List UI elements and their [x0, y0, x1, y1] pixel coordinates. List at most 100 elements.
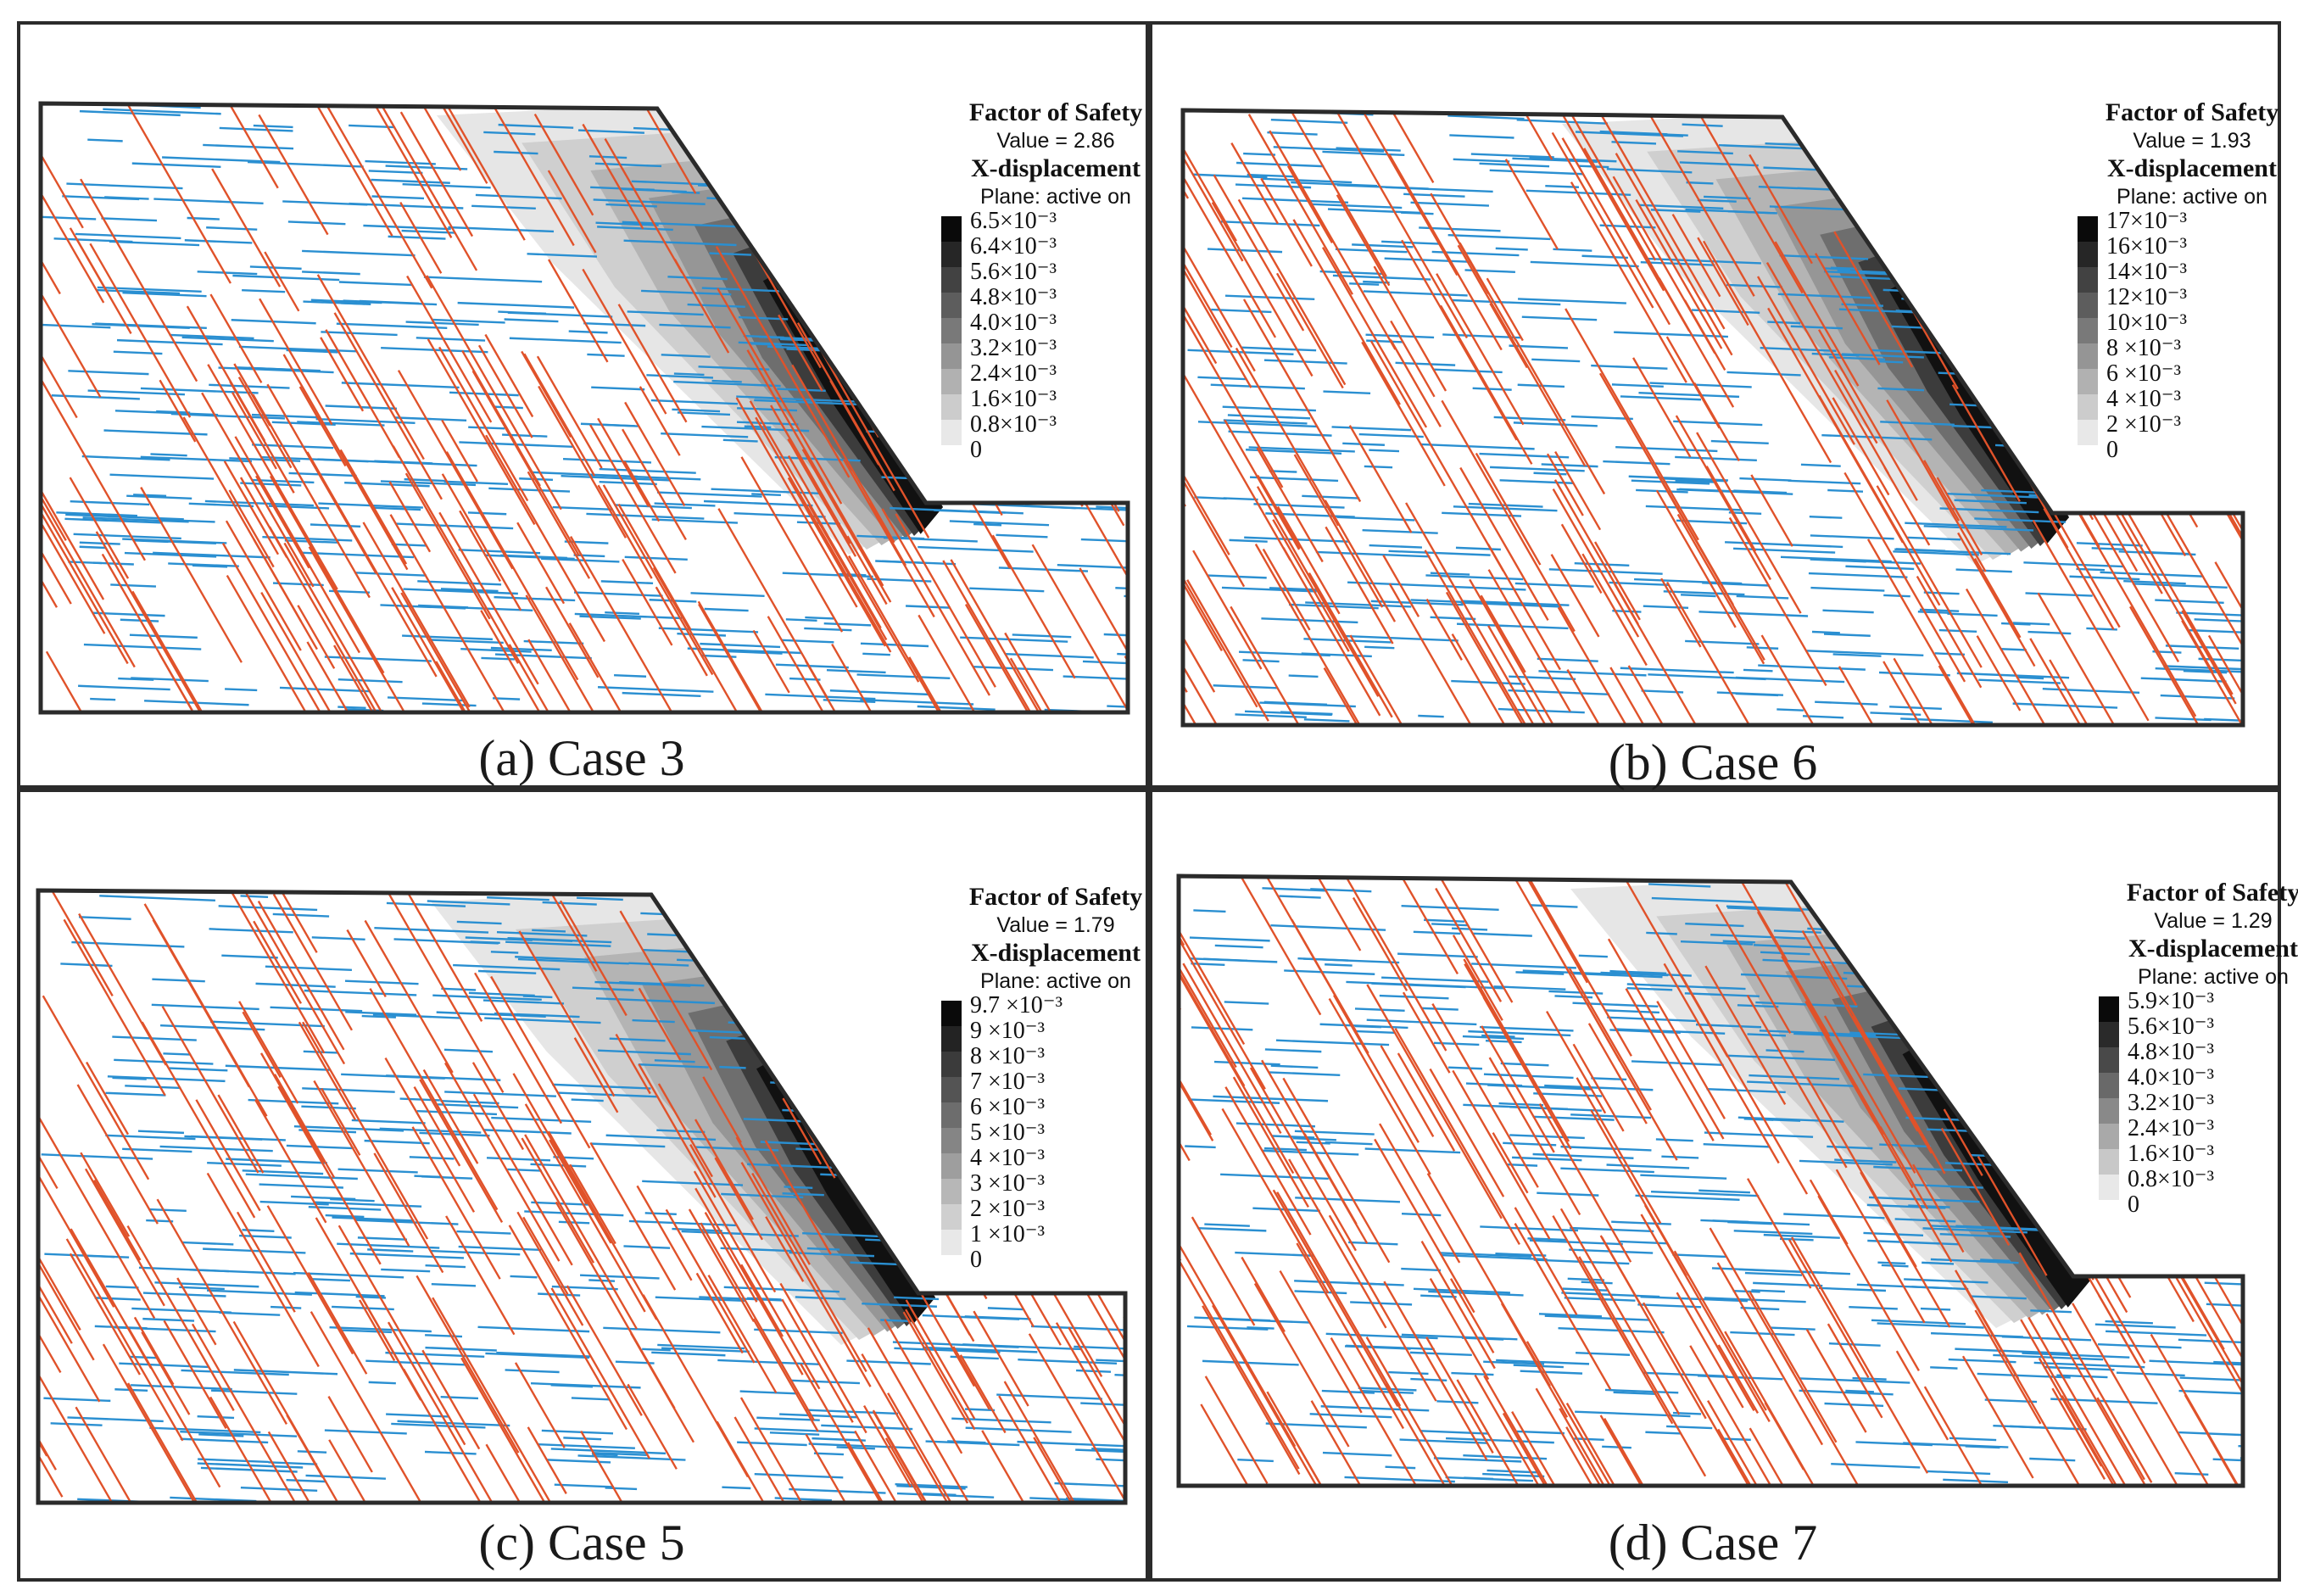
joint-line: [118, 677, 154, 681]
scale-label: 7 ×10⁻³: [970, 1069, 1045, 1095]
joint-line: [2020, 1319, 2118, 1486]
joint-line: [1518, 298, 1626, 304]
joint-line: [374, 927, 489, 934]
joint-line: [981, 1430, 1036, 1503]
joint-line: [293, 1125, 404, 1132]
joint-line: [1908, 924, 2005, 931]
joint-line: [1925, 906, 2024, 912]
joint-line: [392, 445, 520, 664]
joint-line: [2174, 1471, 2209, 1476]
joint-line: [311, 936, 365, 941]
joint-line: [234, 436, 360, 654]
joint-line: [1451, 679, 1525, 685]
joint-line: [1800, 463, 1841, 467]
joint-line: [505, 1369, 560, 1374]
joint-line: [371, 178, 450, 184]
joint-line: [86, 1061, 130, 1136]
joint-line: [1833, 231, 1914, 368]
joint-line: [1815, 253, 1881, 366]
joint-line: [1548, 110, 1665, 292]
scale-swatch: [941, 369, 962, 394]
joint-line: [294, 1291, 385, 1297]
joint-line: [1179, 876, 1246, 1046]
joint-line: [1702, 240, 1832, 464]
joint-line: [1509, 1106, 1602, 1112]
joint-line: [198, 1433, 244, 1437]
joint-line: [769, 1431, 820, 1436]
joint-line: [1882, 661, 1967, 725]
joint-line: [509, 337, 622, 344]
joint-line: [1504, 159, 1559, 250]
joint-line: [1241, 346, 1317, 352]
joint-line: [1912, 1164, 1965, 1253]
joint-line: [140, 487, 243, 663]
joint-line: [1223, 419, 1308, 425]
joint-line: [259, 298, 333, 426]
joint-line: [1455, 546, 1501, 551]
joint-line: [1430, 572, 1470, 576]
joint-line: [2160, 694, 2235, 700]
joint-line: [746, 349, 884, 587]
joint-line: [1828, 1342, 1881, 1347]
joint-line: [615, 1033, 651, 1095]
joint-line: [1591, 364, 1668, 370]
joint-line: [573, 1037, 619, 1113]
scale-label: 4.0×10⁻³: [2128, 1064, 2214, 1091]
joint-line: [964, 604, 1035, 712]
joint-line: [1525, 1341, 1650, 1486]
joint-line: [325, 1214, 365, 1219]
joint-line: [38, 1252, 101, 1403]
joint-line: [524, 1103, 646, 1313]
scale-label: 0: [2106, 437, 2118, 463]
joint-line: [1463, 958, 1570, 1142]
joint-line: [1389, 339, 1442, 427]
joint-line: [440, 588, 499, 593]
joint-line: [2111, 505, 2163, 594]
joint-line: [1614, 331, 1728, 338]
joint-line: [1961, 1355, 2034, 1479]
joint-line: [1305, 601, 1412, 608]
joint-line: [597, 226, 673, 232]
joint-line: [1753, 1281, 1823, 1287]
joint-line: [1430, 876, 1514, 1003]
joint-line: [1553, 479, 1639, 625]
joint-line: [240, 482, 302, 487]
joint-line: [349, 202, 464, 209]
fos-title: Factor of Safety: [968, 98, 1143, 126]
joint-line: [563, 1437, 602, 1441]
joint-line: [673, 380, 781, 388]
joint-line: [1951, 1004, 1999, 1085]
joint-line: [902, 1311, 969, 1424]
joint-line: [1638, 391, 1740, 399]
joint-line: [2027, 1316, 2133, 1486]
joint-line: [770, 405, 851, 544]
joint-line: [1336, 194, 1391, 287]
joint-line: [242, 288, 286, 293]
joint-line: [514, 1362, 566, 1448]
joint-line: [432, 994, 542, 1002]
joint-line: [1346, 1344, 1435, 1351]
joint-line: [1267, 131, 1318, 136]
joint-line: [779, 1282, 867, 1434]
joint-line: [1348, 1241, 1398, 1246]
joint-line: [1461, 1337, 1504, 1341]
joint-line: [386, 901, 466, 907]
joint-line: [1683, 299, 1726, 371]
joint-line: [239, 890, 346, 1065]
joint-line: [297, 421, 385, 427]
joint-line: [856, 673, 951, 680]
joint-line: [1193, 173, 1268, 179]
joint-line: [1203, 957, 1247, 962]
joint-line: [579, 1274, 660, 1280]
joint-line: [431, 1283, 477, 1287]
joint-line: [401, 229, 456, 234]
scale-swatch: [2099, 1022, 2119, 1047]
joint-line: [1499, 479, 1574, 484]
joint-line: [416, 1109, 498, 1116]
joint-line: [1349, 282, 1380, 286]
joint-line: [1676, 513, 1765, 665]
joint-line: [1257, 474, 1301, 550]
joint-line: [2012, 702, 2118, 709]
joint-line: [1737, 1004, 1779, 1008]
joint-line: [867, 1327, 996, 1503]
